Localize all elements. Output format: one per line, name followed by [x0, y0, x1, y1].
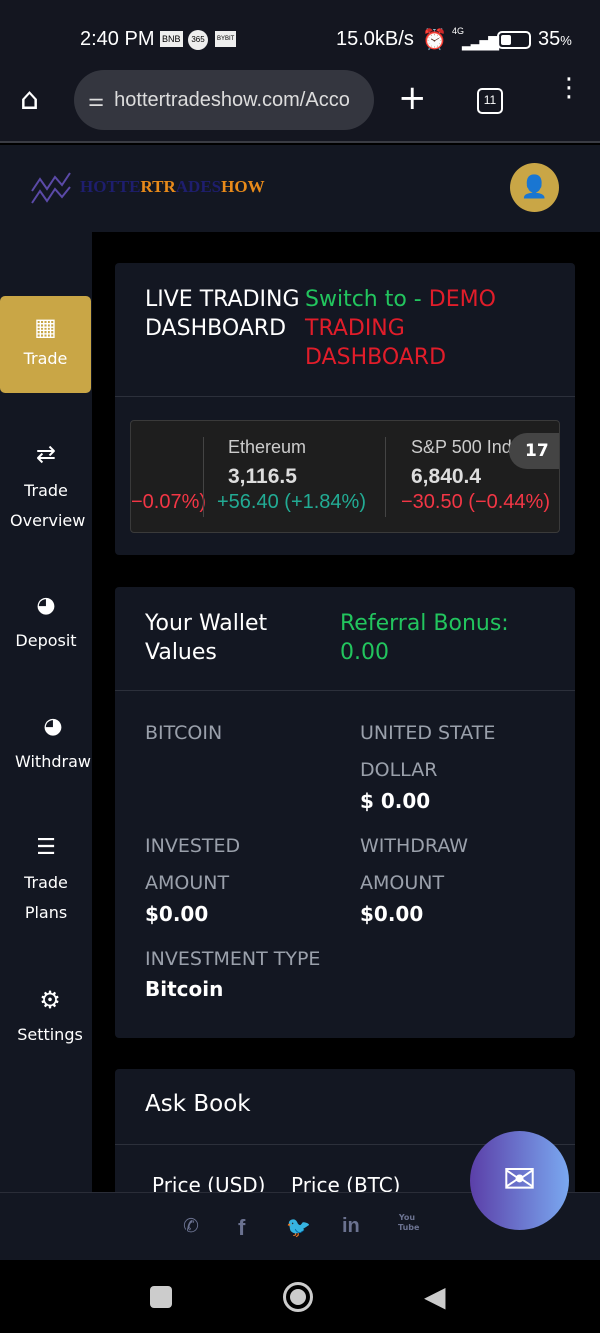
battery-level: 35% — [538, 28, 572, 50]
withdraw-label: WITHDRAW AMOUNT — [360, 835, 469, 894]
back-button[interactable]: ◀ — [424, 1280, 446, 1313]
sidebar-item-trade-plans[interactable]: ☰ Trade Plans — [0, 828, 92, 928]
bnb-notification-icon: BNB — [160, 31, 183, 47]
whatsapp-icon[interactable]: ✆ — [183, 1215, 199, 1237]
twitter-icon[interactable]: 🐦 — [286, 1215, 311, 1239]
site-header: HOTTERTRADESHOW 👤 — [0, 145, 600, 232]
address-bar[interactable]: ⚌ hottertradeshow.com/Acco — [74, 70, 374, 130]
logo-text[interactable]: HOTTERTRADESHOW — [80, 177, 265, 196]
network-speed: 15.0kB/s — [336, 28, 414, 50]
ticker-price: 3,116.5 — [228, 465, 297, 488]
mail-icon: ✉ — [502, 1157, 537, 1203]
home-icon[interactable]: ⌂ — [20, 82, 40, 117]
ticker-change: −30.50 (−0.44%) — [401, 491, 550, 513]
gear-icon: ⚙ — [39, 986, 61, 1014]
battery-icon — [497, 31, 531, 49]
message-button[interactable]: ✉ — [470, 1131, 569, 1230]
sidebar-item-label: Withdraw — [15, 752, 91, 771]
browser-toolbar: ⌂ ⚌ hottertradeshow.com/Acco + 11 ⋮ — [0, 70, 600, 143]
bet365-notification-icon: 365 — [188, 30, 208, 50]
sidebar-item-withdraw[interactable]: ◕ Withdraw — [0, 707, 108, 777]
ticker-change: −0.07%) — [131, 491, 207, 513]
bybit-notification-icon: BYBIT — [215, 31, 237, 47]
url-text[interactable]: hottertradeshow.com/Acco — [114, 88, 350, 111]
withdraw-value: $0.00 — [360, 902, 424, 926]
site-settings-icon[interactable]: ⚌ — [88, 89, 105, 110]
tradingview-logo-icon[interactable]: 𝟭𝟳 — [509, 433, 559, 469]
wallet-card: Your Wallet Values Referral Bonus: 0.00 … — [115, 587, 575, 1038]
usd-label: UNITED STATE DOLLAR — [360, 722, 496, 781]
clock: 2:40 PM — [80, 28, 155, 50]
usd-value: $ 0.00 — [360, 789, 431, 813]
sidebar-item-trade-overview[interactable]: ⇄ Trade Overview — [0, 432, 92, 536]
sidebar-item-label: Deposit — [15, 631, 77, 650]
sidebar-item-trade[interactable]: ▦ Trade — [0, 296, 91, 393]
network-type: 4G — [452, 26, 465, 36]
invested-label: INVESTED AMOUNT — [145, 835, 241, 894]
sidebar-item-label: Trade Overview — [10, 481, 86, 530]
linkedin-icon[interactable]: in — [342, 1215, 360, 1237]
bitcoin-label: BITCOIN — [145, 722, 223, 744]
invested-value: $0.00 — [145, 902, 209, 926]
recents-button[interactable] — [150, 1286, 172, 1308]
database-icon: ☰ — [36, 835, 56, 860]
deposit-icon: ◕ — [36, 593, 56, 618]
sidebar: ▦ Trade ⇄ Trade Overview ◕ Deposit ◕ Wit… — [0, 232, 92, 1192]
ticker-name: S&P 500 Inde — [411, 437, 522, 457]
new-tab-icon[interactable]: + — [398, 78, 427, 118]
ticker-tape[interactable]: −0.07%) Ethereum 3,116.5 +56.40 (+1.84%)… — [130, 420, 560, 533]
ask-book-title: Ask Book — [145, 1091, 251, 1117]
sidebar-item-deposit[interactable]: ◕ Deposit — [0, 586, 92, 656]
sidebar-item-label: Trade Plans — [24, 873, 68, 922]
ticker-change: +56.40 (+1.84%) — [217, 491, 366, 513]
sidebar-item-label: Settings — [17, 1025, 83, 1044]
sidebar-item-settings[interactable]: ⚙ Settings — [0, 980, 100, 1050]
switch-demo-link[interactable]: Switch to - DEMO TRADING DASHBOARD — [305, 287, 496, 370]
swap-icon: ⇄ — [35, 440, 57, 468]
tab-switcher-button[interactable]: 11 — [477, 88, 503, 114]
status-bar: 2:40 PM BNB 365 BYBIT 15.0kB/s ⏰ 4G ▂▃▅▇… — [0, 0, 600, 76]
user-avatar-button[interactable]: 👤 — [510, 163, 559, 212]
withdraw-icon: ◕ — [43, 714, 63, 739]
user-icon: 👤 — [520, 175, 549, 200]
investment-type-label: INVESTMENT TYPE — [145, 948, 321, 970]
ticker-name: Ethereum — [228, 437, 307, 457]
alarm-icon: ⏰ — [422, 29, 447, 51]
system-nav-bar: ◀ — [0, 1260, 600, 1333]
youtube-icon[interactable]: You Tube — [398, 1213, 420, 1232]
signal-icon: ▂▃▅▇ — [462, 34, 499, 50]
dashboard-card: LIVE TRADING DASHBOARD Switch to - DEMO … — [115, 263, 575, 555]
grid-icon: ▦ — [34, 313, 57, 341]
wallet-title: Your Wallet Values — [145, 611, 268, 665]
sidebar-item-label: Trade — [23, 349, 68, 368]
ticker-price: 6,840.4 — [411, 465, 482, 488]
home-button[interactable] — [283, 1282, 313, 1312]
referral-bonus-value: 0.00 — [340, 640, 389, 665]
facebook-icon[interactable]: f — [238, 1215, 246, 1240]
referral-bonus-label: Referral Bonus: — [340, 611, 509, 636]
investment-type-value: Bitcoin — [145, 977, 224, 1001]
live-dashboard-title: LIVE TRADING DASHBOARD — [145, 287, 300, 341]
logo-icon — [31, 172, 71, 204]
more-menu-icon[interactable]: ⋮ — [556, 73, 582, 103]
